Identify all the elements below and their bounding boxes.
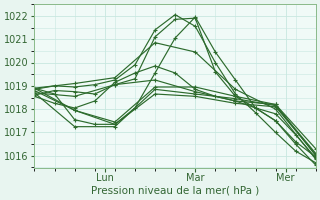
X-axis label: Pression niveau de la mer( hPa ): Pression niveau de la mer( hPa ) (91, 186, 259, 196)
